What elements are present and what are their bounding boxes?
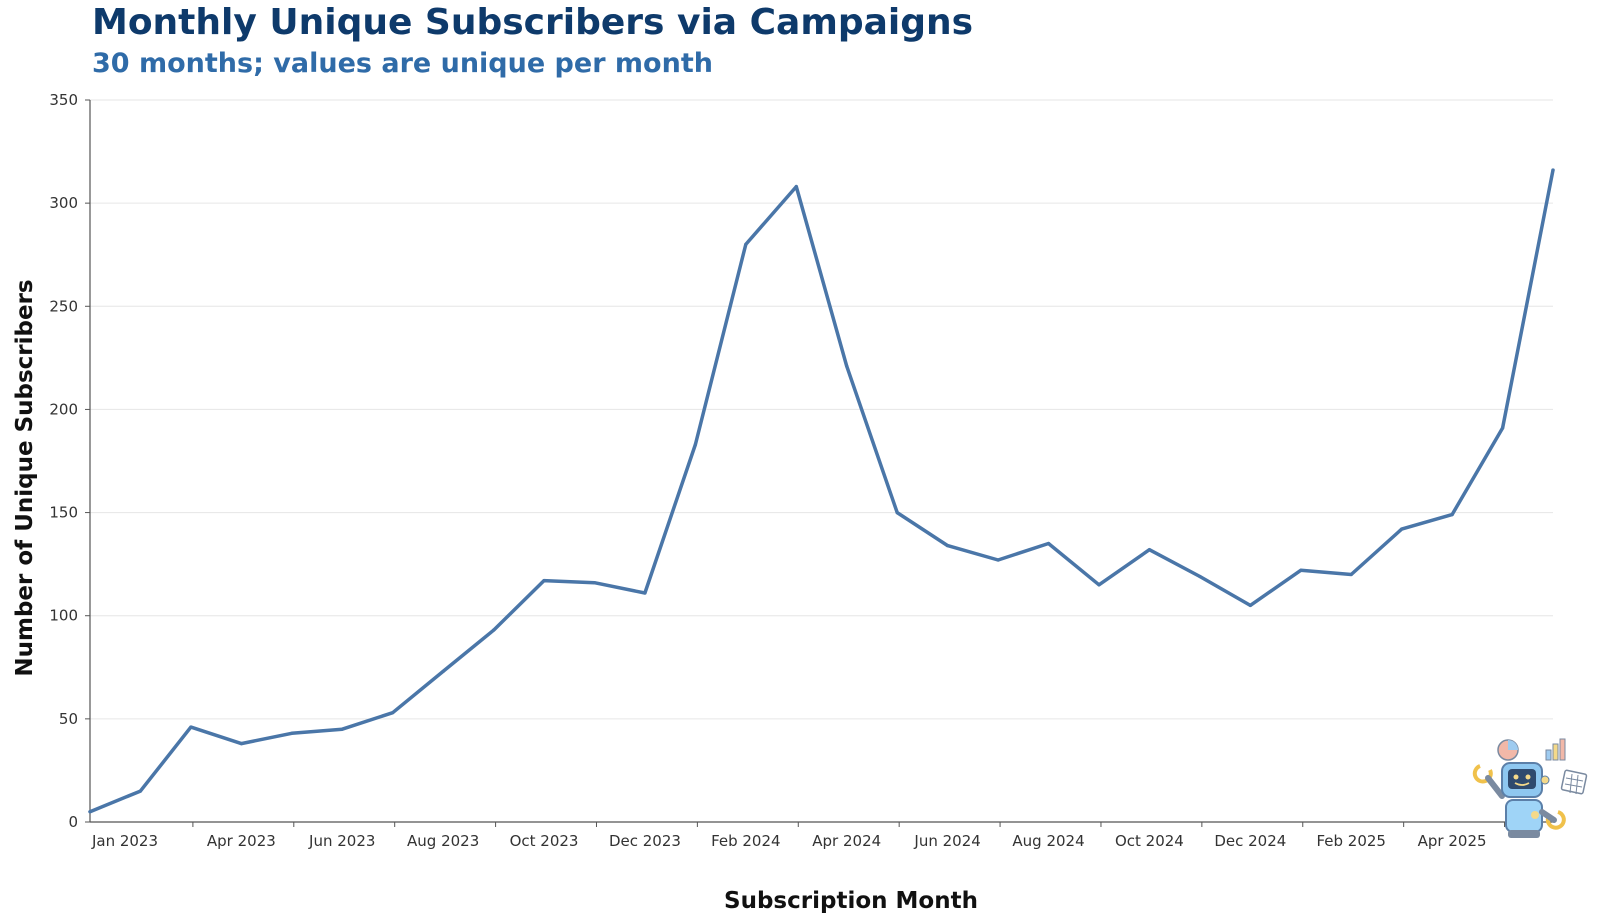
- y-tick-label: 350: [49, 91, 78, 109]
- data-point: [1400, 527, 1404, 531]
- y-tick-label: 150: [49, 504, 78, 522]
- data-point: [1349, 572, 1353, 577]
- y-tick-label: 250: [49, 297, 78, 315]
- data-point: [1500, 426, 1505, 430]
- data-point: [794, 185, 798, 189]
- data-point: [1147, 548, 1152, 552]
- data-point: [1248, 603, 1252, 608]
- data-point: [592, 581, 597, 585]
- data-point: [946, 543, 950, 548]
- data-point: [996, 558, 1000, 562]
- data-point: [1299, 568, 1303, 572]
- x-tick-label: Feb 2024: [711, 832, 781, 850]
- y-axis-title: Number of Unique Subscribers: [12, 279, 38, 676]
- x-tick-label: Oct 2023: [510, 832, 579, 850]
- data-point: [239, 742, 243, 746]
- chart-subtitle: 30 months; values are unique per month: [92, 48, 713, 79]
- x-tick-label: Apr 2024: [812, 832, 881, 850]
- data-point: [491, 628, 496, 632]
- data-point: [1046, 541, 1051, 546]
- data-point: [1551, 168, 1555, 172]
- x-tick-label: Aug 2024: [1012, 832, 1084, 850]
- data-point: [1198, 574, 1202, 579]
- x-axis-title: Subscription Month: [724, 888, 978, 914]
- y-tick-label: 50: [59, 710, 78, 728]
- x-tick-label: Jan 2023: [91, 832, 158, 850]
- data-point: [744, 242, 748, 246]
- x-tick-label: Dec 2024: [1214, 832, 1286, 850]
- x-tick-label: Apr 2025: [1418, 832, 1487, 850]
- data-point: [138, 789, 143, 793]
- data-point: [88, 810, 92, 814]
- axes: 0 50 100 150 200 250 300 350 Jan 2023 Apr 2023 Jun…: [49, 91, 1553, 850]
- data-point: [895, 510, 899, 515]
- x-tick-label: Jun 2024: [913, 832, 980, 850]
- x-tick-label: Oct 2024: [1115, 832, 1184, 850]
- series-layer: [88, 168, 1555, 814]
- x-tick-label: Feb 2025: [1316, 832, 1386, 850]
- data-point: [542, 579, 546, 583]
- x-tick-label: Dec 2023: [609, 832, 681, 850]
- data-point: [391, 711, 395, 715]
- x-tick-label: Apr 2023: [207, 832, 276, 850]
- data-point: [643, 591, 647, 595]
- data-point: [189, 725, 193, 729]
- data-point: [441, 669, 445, 674]
- gridlines: [90, 99, 1553, 720]
- data-point: [290, 731, 294, 735]
- y-tick-label: 200: [49, 400, 78, 418]
- series-line: [88, 168, 1555, 814]
- y-tick-label: 300: [49, 194, 78, 212]
- chart-title: Monthly Unique Subscribers via Campaigns: [92, 2, 974, 43]
- y-tick-label: 0: [68, 813, 78, 831]
- data-point: [845, 364, 849, 368]
- data-point: [693, 442, 697, 447]
- data-point: [1450, 513, 1454, 517]
- robot-mascot-icon: [1472, 738, 1588, 838]
- data-point: [1097, 583, 1101, 587]
- data-point: [340, 727, 344, 731]
- x-tick-label: Aug 2023: [407, 832, 479, 850]
- x-tick-label: Jun 2023: [308, 832, 375, 850]
- y-tick-label: 100: [49, 607, 78, 625]
